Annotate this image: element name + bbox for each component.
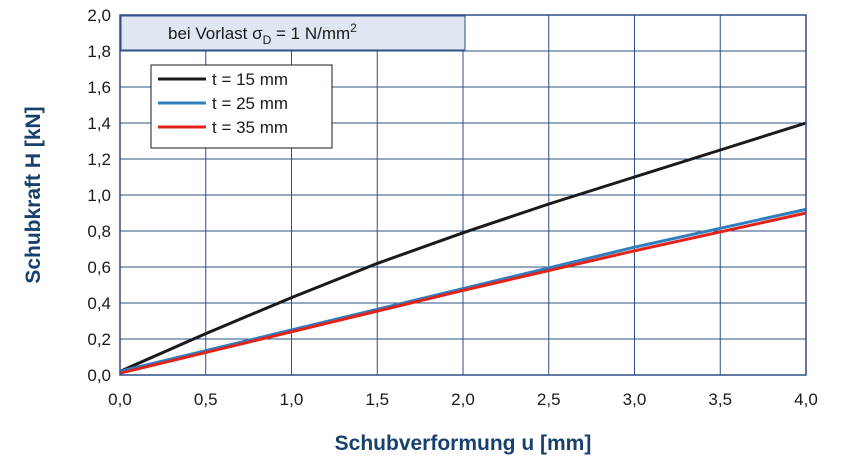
- x-tick-label: 3,0: [623, 390, 647, 409]
- x-tick-label: 0,0: [108, 390, 132, 409]
- x-tick-label: 2,0: [451, 390, 475, 409]
- legend: t = 15 mm t = 25 mm t = 35 mm: [150, 64, 333, 149]
- legend-label-1: t = 15 mm: [212, 70, 288, 89]
- annotation-text: bei Vorlast σD = 1 N/mm2: [168, 21, 357, 47]
- annotation-superscript: 2: [350, 21, 357, 35]
- x-tick-labels: 0,0 0,5 1,0 1,5 2,0 2,5 3,0 3,5 4,0: [108, 390, 818, 409]
- series-line-1: [119, 121, 807, 373]
- y-tick-label: 1,4: [87, 114, 111, 133]
- y-tick-label: 1,6: [87, 78, 111, 97]
- y-tick-label: 0,2: [87, 330, 111, 349]
- x-tick-label: 2,5: [537, 390, 561, 409]
- legend-label-2: t = 25 mm: [212, 94, 288, 113]
- y-tick-label: 1,0: [87, 186, 111, 205]
- series-layer: [119, 121, 807, 375]
- series-line-3: [119, 211, 807, 375]
- annotation-subscript: D: [263, 33, 272, 47]
- x-tick-label: 4,0: [794, 390, 818, 409]
- annotation-suffix: = 1 N/mm: [271, 24, 350, 43]
- x-tick-label: 0,5: [194, 390, 218, 409]
- x-tick-label: 1,5: [365, 390, 389, 409]
- y-tick-label: 0,4: [87, 294, 111, 313]
- y-tick-label: 0,6: [87, 258, 111, 277]
- annotation-prefix: bei Vorlast σ: [168, 24, 263, 43]
- series-line-2: [119, 207, 807, 373]
- y-tick-label: 2,0: [87, 6, 111, 25]
- plot-frame: [119, 14, 807, 376]
- x-tick-label: 3,5: [708, 390, 732, 409]
- y-tick-label: 1,8: [87, 42, 111, 61]
- y-tick-label: 0,8: [87, 222, 111, 241]
- y-axis-title: Schubkraft H [kN]: [22, 106, 45, 283]
- x-axis-title: Schubverformung u [mm]: [335, 432, 592, 455]
- y-tick-labels: 0,0 0,2 0,4 0,6 0,8 1,0 1,2 1,4 1,6 1,8 2,0: [87, 6, 111, 385]
- legend-label-3: t = 35 mm: [212, 118, 288, 137]
- x-tick-label: 1,0: [280, 390, 304, 409]
- grid: [120, 15, 806, 375]
- annotation-box: [120, 15, 466, 51]
- y-tick-label: 1,2: [87, 150, 111, 169]
- y-tick-label: 0,0: [87, 366, 111, 385]
